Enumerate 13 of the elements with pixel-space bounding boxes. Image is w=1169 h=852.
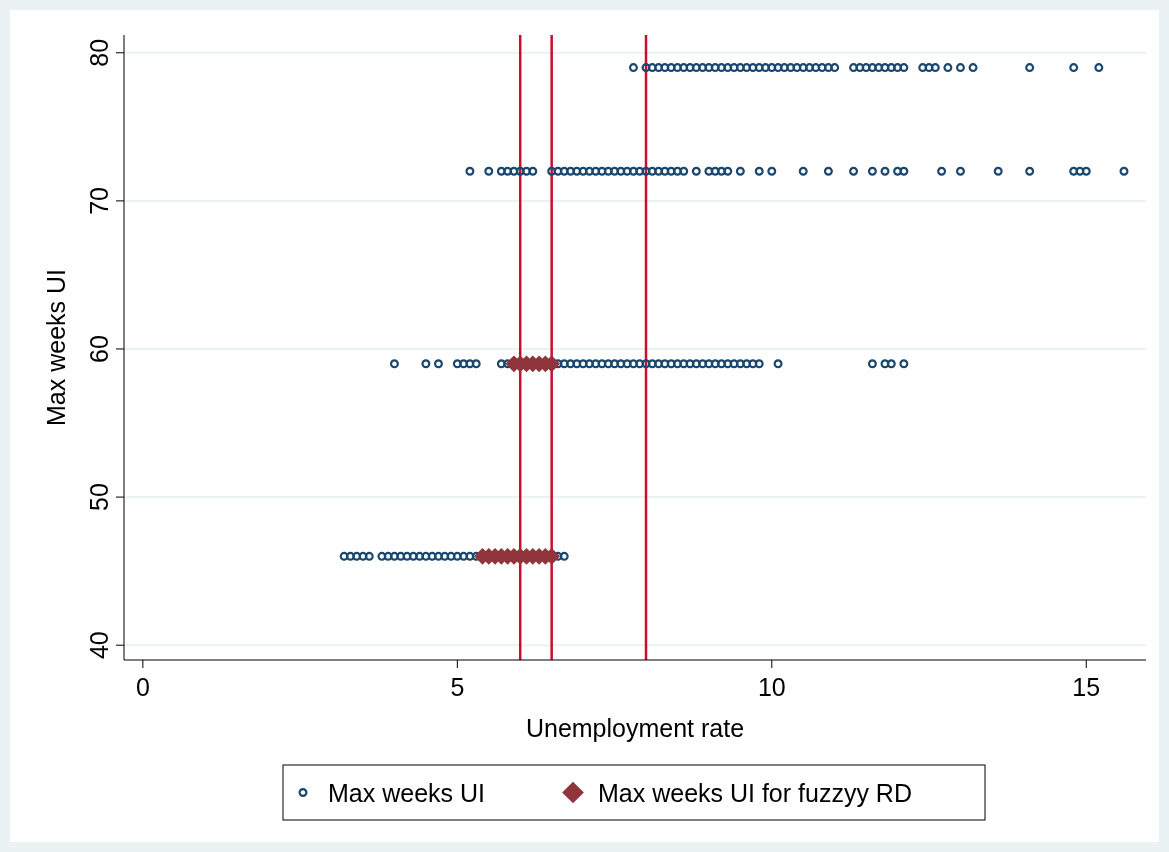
x-tick-label: 0 (135, 673, 150, 701)
y-tick-label: 60 (85, 335, 113, 363)
y-tick-label: 70 (85, 186, 113, 215)
y-tick-label: 80 (85, 38, 113, 67)
legend-label: Max weeks UI (328, 778, 485, 807)
x-axis-title: Unemployment rate (525, 714, 745, 742)
x-tick-label: 15 (1072, 673, 1101, 701)
x-tick-label: 10 (757, 673, 786, 701)
y-tick-label: 50 (85, 483, 113, 511)
legend-label: Max weeks UI for fuzzyy RD (598, 778, 912, 807)
y-axis-title: Max weeks UI (42, 269, 70, 426)
y-tick-label: 40 (85, 631, 113, 660)
x-tick-label: 5 (450, 673, 465, 701)
